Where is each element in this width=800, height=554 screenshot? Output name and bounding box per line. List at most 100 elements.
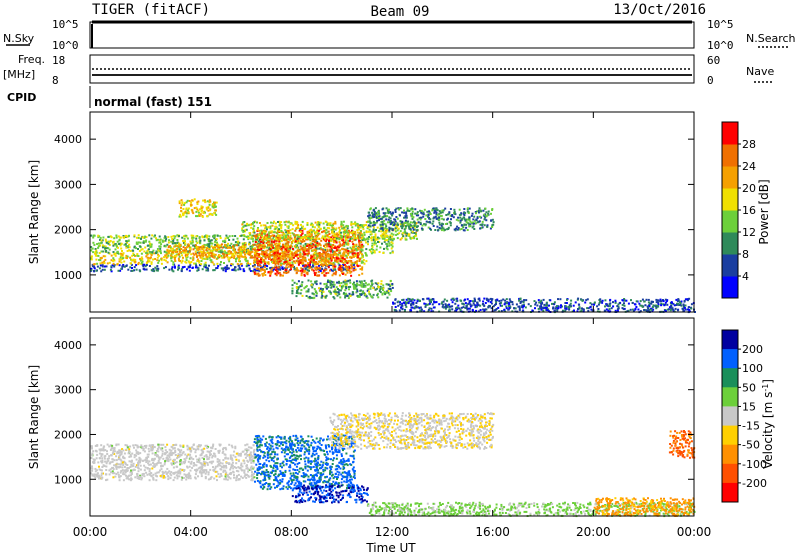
data-cell xyxy=(187,211,190,213)
data-cell xyxy=(272,246,275,249)
data-cell xyxy=(178,215,181,218)
data-cell xyxy=(378,230,381,233)
data-cell xyxy=(419,209,422,212)
data-cell xyxy=(104,255,107,258)
data-cell xyxy=(118,258,121,261)
data-cell xyxy=(363,231,366,234)
data-cell xyxy=(313,230,316,233)
data-cell xyxy=(679,303,682,306)
data-cell xyxy=(121,265,124,268)
data-cell xyxy=(324,268,327,271)
data-cell xyxy=(432,217,435,220)
data-cell xyxy=(539,305,542,308)
data-cell xyxy=(306,262,309,265)
data-cell xyxy=(324,235,327,238)
data-cell xyxy=(163,236,166,239)
data-cell xyxy=(331,263,334,265)
data-cell xyxy=(568,307,571,310)
data-cell xyxy=(299,239,302,242)
data-cell xyxy=(593,303,595,306)
data-cell xyxy=(221,251,224,254)
data-cell xyxy=(273,254,275,257)
data-cell xyxy=(686,298,689,301)
data-cell xyxy=(306,243,309,246)
data-cell xyxy=(202,246,205,249)
data-cell xyxy=(156,251,159,254)
nsky-panel: N.Sky 10^5 10^0 10^5 10^0 N.Search xyxy=(3,18,796,52)
data-cell xyxy=(231,268,234,271)
data-cell xyxy=(250,237,253,240)
data-cell xyxy=(371,224,374,227)
data-cell xyxy=(140,248,143,251)
data-cell xyxy=(326,234,329,237)
data-cell xyxy=(323,283,326,286)
data-cell xyxy=(212,246,214,249)
data-cell xyxy=(336,235,339,238)
data-cell xyxy=(272,235,275,238)
data-cell xyxy=(332,262,335,264)
data-cell xyxy=(175,249,178,252)
data-cell xyxy=(261,235,264,238)
data-cell xyxy=(247,224,250,227)
data-cell xyxy=(427,297,430,300)
data-cell xyxy=(665,300,668,303)
data-cell xyxy=(361,253,363,256)
data-cell xyxy=(264,236,267,239)
data-cell xyxy=(169,249,172,252)
data-cell xyxy=(341,238,343,241)
data-cell xyxy=(368,236,370,238)
data-cell xyxy=(159,238,162,241)
data-cell xyxy=(277,272,280,275)
data-cell xyxy=(495,308,498,310)
data-cell xyxy=(296,221,298,224)
data-cell xyxy=(429,218,432,221)
data-cell xyxy=(295,271,298,274)
data-cell xyxy=(249,223,252,226)
data-cell xyxy=(364,285,367,288)
data-cell xyxy=(311,245,313,248)
data-cell xyxy=(287,271,290,274)
data-cell xyxy=(391,235,394,238)
data-cell xyxy=(288,250,291,253)
data-cell xyxy=(664,310,667,313)
data-cell xyxy=(455,227,457,230)
data-cell xyxy=(262,242,265,245)
data-cell xyxy=(306,245,309,247)
data-cell xyxy=(401,304,404,307)
data-cell xyxy=(196,247,199,250)
data-cell xyxy=(294,261,297,264)
data-cell xyxy=(415,302,418,304)
data-cell xyxy=(120,261,123,264)
data-cell xyxy=(209,212,212,215)
data-cell xyxy=(290,266,293,269)
data-cell xyxy=(199,239,202,242)
data-cell xyxy=(313,272,316,274)
data-cell xyxy=(358,239,361,242)
data-cell xyxy=(320,262,323,265)
data-cell xyxy=(245,235,248,238)
data-cell xyxy=(478,299,481,302)
data-cell xyxy=(289,247,292,250)
data-cell xyxy=(343,253,346,256)
data-cell xyxy=(253,248,256,251)
data-cell xyxy=(411,226,414,229)
data-cell xyxy=(654,304,657,307)
data-cell xyxy=(330,247,333,250)
data-cell xyxy=(320,248,323,251)
data-cell xyxy=(422,215,425,218)
data-cell xyxy=(608,308,611,311)
data-cell xyxy=(142,236,144,239)
data-cell xyxy=(310,222,313,225)
data-cell xyxy=(302,228,305,231)
data-cell xyxy=(211,205,214,208)
data-cell xyxy=(350,256,353,259)
data-cell xyxy=(281,267,284,270)
data-cell xyxy=(166,261,169,264)
data-cell xyxy=(347,265,350,268)
data-cell xyxy=(428,298,431,301)
data-cell xyxy=(174,260,177,262)
data-cell xyxy=(313,226,316,229)
data-cell xyxy=(264,264,267,267)
data-cell xyxy=(319,244,322,247)
data-cell xyxy=(278,230,281,233)
